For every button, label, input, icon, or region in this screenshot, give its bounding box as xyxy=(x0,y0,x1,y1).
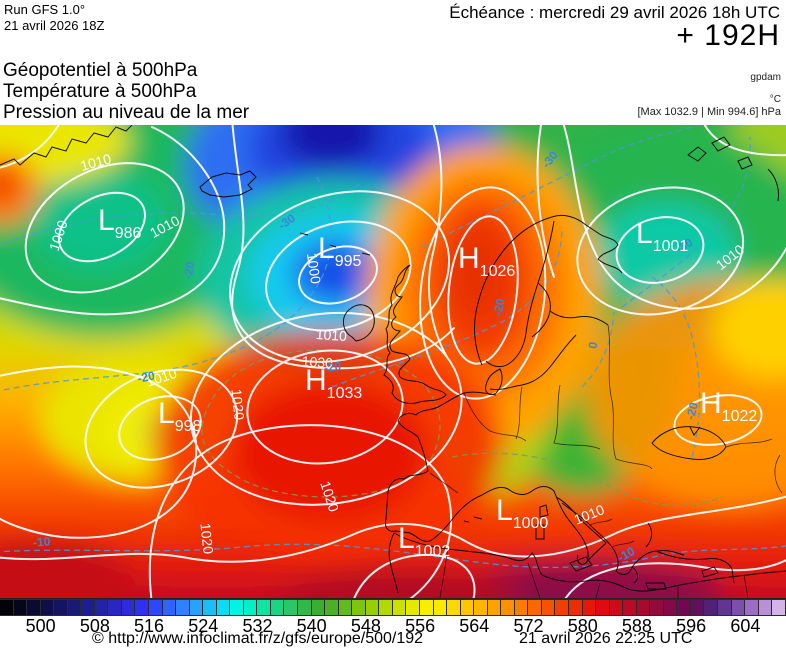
forecast-hour: + 192H xyxy=(676,19,780,52)
scale-tick-label: 500 xyxy=(25,616,56,636)
contour-label: 1010 xyxy=(315,326,347,344)
pressure-center-labels: L986 L995 H1026 L1001 L998 H1033 H1022 L1000 L10… xyxy=(98,204,757,560)
scale-tick-label: 604 xyxy=(730,616,761,636)
pressure-center-l1002: L1002 xyxy=(398,522,450,560)
contour-label: 0 xyxy=(586,340,601,349)
scale-tick-label: 556 xyxy=(405,616,436,636)
valid-time: Échéance : mercredi 29 avril 2026 18h UT… xyxy=(449,3,780,22)
scale-tick-label: 572 xyxy=(513,616,544,636)
contour-label: 1030 xyxy=(301,353,333,371)
run-info: Run GFS 1.0° 21 avril 2026 18Z xyxy=(4,2,104,34)
contour-label: -20 xyxy=(490,297,507,317)
unit-degc: °C xyxy=(769,94,781,105)
scale-tick-label: 524 xyxy=(188,616,219,636)
param-mslp: Pression au niveau de la mer xyxy=(3,102,250,123)
isobar-contours xyxy=(0,125,786,598)
pressure-center-l998: L998 xyxy=(158,397,201,435)
generated-timestamp: 21 avril 2026 22:25 UTC xyxy=(519,630,693,647)
unit-gpdam: gpdam xyxy=(750,72,781,83)
contour-label: 1020 xyxy=(197,522,216,555)
weather-map: 1010 1000 1010 1000 1010 1010 1030 1020 1020 1020… xyxy=(0,125,786,598)
scale-ticks: 500 508 516 524 532 540 548 556 564 572 580 588 596 6… xyxy=(0,614,786,636)
contour-label: -20 xyxy=(323,359,342,375)
parameter-list: Géopotentiel à 500hPa Température à 500h… xyxy=(3,60,249,123)
scale-tick-label: 580 xyxy=(567,616,598,636)
run-date: 21 avril 2026 18Z xyxy=(4,18,105,33)
pressure-center-l1000: L1000 xyxy=(496,494,548,532)
pressure-center-l986: L986 xyxy=(98,204,141,242)
pressure-max-min: [Max 1032.9 | Min 994.6] hPa xyxy=(637,106,782,118)
contour-label: -10 xyxy=(32,534,51,549)
color-scale-bar xyxy=(0,598,786,616)
scale-tick-label: 564 xyxy=(459,616,490,636)
scale-tick-label: 532 xyxy=(242,616,273,636)
pressure-center-l995: L995 xyxy=(318,232,361,270)
pressure-center-h1033: H1033 xyxy=(305,364,362,402)
scale-tick-label: 596 xyxy=(676,616,707,636)
contour-label: -20 xyxy=(136,368,156,385)
pressure-center-l1001: L1001 xyxy=(636,217,688,255)
contour-label: 1000 xyxy=(304,252,324,285)
run-model: Run GFS 1.0° xyxy=(4,2,86,17)
param-geopotential: Géopotentiel à 500hPa xyxy=(3,60,198,81)
scale-tick-label: 516 xyxy=(134,616,165,636)
contour-label: -20 xyxy=(181,260,198,280)
temperature-field xyxy=(0,125,786,598)
copyright-url: © http://www.infoclimat.fr/z/gfs/europe/… xyxy=(92,630,424,647)
coastlines xyxy=(0,125,786,598)
pressure-center-h1026: H1026 xyxy=(458,242,515,280)
contour-label: -20 xyxy=(683,400,701,421)
param-temperature: Température à 500hPa xyxy=(3,81,197,102)
contour-label: 1010 xyxy=(79,150,113,174)
scale-tick-label: 588 xyxy=(621,616,652,636)
scale-tick-label: 548 xyxy=(350,616,381,636)
scale-cell xyxy=(771,599,786,616)
scale-tick-label: 508 xyxy=(79,616,110,636)
contour-label: 1020 xyxy=(228,388,247,421)
pressure-center-h1022: H1022 xyxy=(700,387,757,425)
scale-tick-label: 540 xyxy=(296,616,327,636)
